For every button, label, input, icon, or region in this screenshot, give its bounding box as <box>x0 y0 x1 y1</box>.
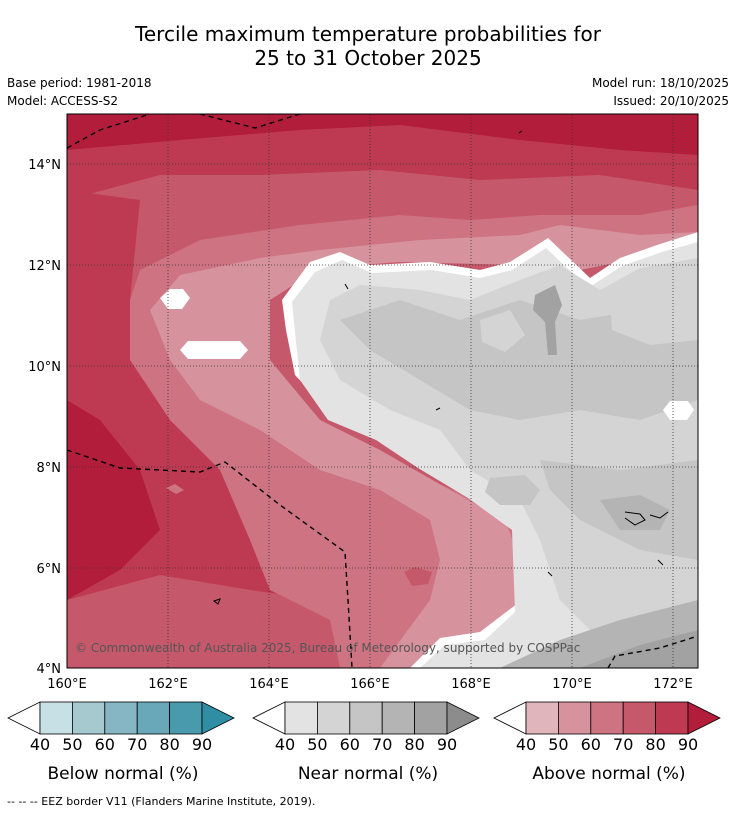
legend-tick: 80 <box>159 735 179 754</box>
lon-label: 164°E <box>249 677 289 692</box>
legend-tick: 90 <box>192 735 212 754</box>
legend-label: Near normal (%) <box>298 764 438 784</box>
lat-label: 8°N <box>37 461 62 476</box>
eez-border <box>67 114 698 668</box>
eez-footnote: -- -- -- EEZ border V11 (Flanders Marine… <box>7 795 316 808</box>
legend-tick: 50 <box>548 735 568 754</box>
legend-tick: 60 <box>340 735 360 754</box>
legend-swatch <box>169 701 203 735</box>
legend-tick: 80 <box>404 735 424 754</box>
legend-under-triangle <box>252 701 286 735</box>
legend-swatch <box>590 701 624 735</box>
zone-near-50-east-patch <box>610 285 698 345</box>
legend-under-triangle <box>493 701 527 735</box>
lon-label: 170°E <box>552 677 592 692</box>
legend-tick: 70 <box>127 735 147 754</box>
legend-over-triangle <box>446 701 480 735</box>
legend-over-triangle <box>687 701 721 735</box>
legend-swatch <box>558 701 592 735</box>
legend-swatch <box>39 701 73 735</box>
legend-swatch <box>414 701 448 735</box>
latitude-labels: 14°N 12°N 10°N 8°N 6°N 4°N <box>28 158 61 677</box>
lat-label: 12°N <box>28 259 61 274</box>
lat-label: 6°N <box>37 562 62 577</box>
model-run: Model run: 18/10/2025 <box>591 76 729 90</box>
legend-swatch <box>72 701 106 735</box>
title-line-1: Tercile maximum temperature probabilitie… <box>135 22 601 46</box>
copyright-notice: © Commonwealth of Australia 2025, Bureau… <box>75 641 580 655</box>
legend-tick: 50 <box>307 735 327 754</box>
model-name: Model: ACCESS-S2 <box>7 94 119 108</box>
legend-tick: 40 <box>275 735 295 754</box>
lon-label: 168°E <box>451 677 491 692</box>
legend-tick: 70 <box>372 735 392 754</box>
title-line-2: 25 to 31 October 2025 <box>254 46 482 70</box>
zone-near-60-spot <box>485 475 540 505</box>
legend-tick: 60 <box>95 735 115 754</box>
legend-swatch <box>525 701 559 735</box>
legend-under-triangle <box>7 701 41 735</box>
lon-label: 172°E <box>653 677 693 692</box>
legend-tick: 70 <box>613 735 633 754</box>
legend-over-triangle <box>201 701 235 735</box>
legend-swatch <box>104 701 138 735</box>
above-normal-legend: 40 50 60 70 80 90 Above normal (%) <box>493 701 721 784</box>
below-normal-legend: 40 50 60 70 80 90 Below normal (%) <box>7 701 235 784</box>
legend-swatch <box>284 701 318 735</box>
legend-swatch <box>381 701 416 735</box>
legend-swatch <box>655 701 689 735</box>
issued-date: Issued: 20/10/2025 <box>613 94 729 108</box>
base-period: Base period: 1981-2018 <box>7 76 152 90</box>
lon-label: 166°E <box>350 677 390 692</box>
legend-tick: 50 <box>62 735 82 754</box>
zone-near-60 <box>340 300 698 420</box>
white-patch-1 <box>160 289 190 309</box>
zone-near-80-south <box>580 630 698 668</box>
legend-label: Below normal (%) <box>48 764 199 784</box>
legend-tick: 60 <box>581 735 601 754</box>
legend-tick: 80 <box>645 735 665 754</box>
zone-above-70-spot <box>404 567 432 586</box>
island-marks <box>212 130 669 605</box>
legend-swatch <box>622 701 657 735</box>
legend-swatch <box>136 701 170 735</box>
zone-above-60-spot <box>166 484 184 494</box>
zone-above-90-west <box>67 400 160 600</box>
white-patch-3 <box>663 401 694 420</box>
near-normal-legend: 40 50 60 70 80 90 Near normal (%) <box>252 701 480 784</box>
zone-above-60 <box>130 205 698 668</box>
lon-label: 162°E <box>148 677 188 692</box>
meta-left: Base period: 1981-2018 Model: ACCESS-S2 <box>7 74 152 110</box>
white-patch-2 <box>180 341 248 359</box>
zone-above-90-top <box>67 114 698 155</box>
legend-tick: 40 <box>30 735 50 754</box>
zone-near-80-spot <box>533 285 562 355</box>
meta-right: Model run: 18/10/2025 Issued: 20/10/2025 <box>592 74 729 110</box>
lon-label: 160°E <box>47 677 87 692</box>
map-frame <box>66 113 699 669</box>
legends: 40 50 60 70 80 90 Below normal (%) 40 50 60 70 80 90… <box>7 701 721 784</box>
map-plot-area: © Commonwealth of Australia 2025, Bureau… <box>67 114 698 668</box>
legend-tick: 90 <box>678 735 698 754</box>
lat-label: 4°N <box>37 662 62 677</box>
graticule <box>67 114 698 668</box>
lat-label: 14°N <box>28 158 61 173</box>
map-title: Tercile maximum temperature probabilitie… <box>0 22 736 70</box>
legend-label: Above normal (%) <box>532 764 685 784</box>
legend-tick: 90 <box>437 735 457 754</box>
legend-swatch <box>316 701 351 735</box>
longitude-labels: 160°E 162°E 164°E 166°E 168°E 170°E 172°… <box>47 677 693 692</box>
zone-near-70-east <box>600 495 670 530</box>
legend-swatch <box>349 701 383 735</box>
lat-label: 10°N <box>28 360 61 375</box>
zone-near-50-patch <box>480 310 525 352</box>
legend-tick: 40 <box>516 735 536 754</box>
